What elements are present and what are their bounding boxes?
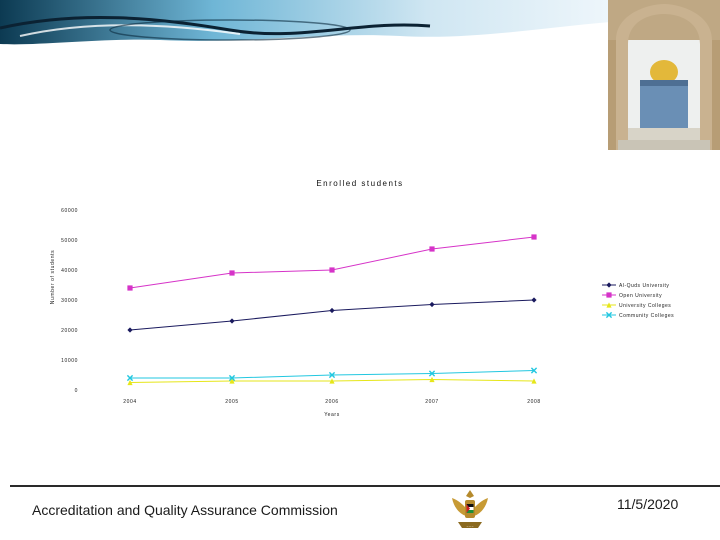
series-group [127, 297, 537, 333]
svg-text:~~~: ~~~ [466, 524, 474, 528]
series-line [129, 236, 535, 289]
chart-title: Enrolled students [316, 179, 403, 188]
y-tick-label: 60000 [61, 208, 78, 214]
data-point [229, 318, 235, 324]
data-point [329, 307, 335, 314]
legend-entry: University Colleges [619, 303, 671, 309]
data-point [530, 367, 538, 374]
data-point [228, 374, 236, 382]
eagle-emblem-icon: ~~~ [452, 490, 488, 528]
data-point [229, 378, 235, 384]
data-point [606, 292, 612, 298]
y-tick-label: 0 [75, 388, 78, 394]
y-axis-label: Number of students [50, 250, 56, 304]
data-point [127, 379, 133, 386]
data-point [126, 374, 134, 382]
data-point [606, 282, 612, 288]
chart-legend: Al-Quds University Open University Univers… [598, 277, 676, 323]
x-tick-label: 2004 [123, 399, 137, 405]
x-tick-label: 2006 [325, 399, 339, 405]
y-tick-label: 10000 [61, 358, 78, 364]
data-point [606, 302, 612, 308]
y-tick-label: 50000 [61, 238, 78, 244]
data-point [127, 285, 133, 291]
dome-photo [608, 0, 720, 150]
series-group [127, 234, 537, 291]
series-line [129, 299, 535, 331]
x-axis-label: Years [324, 412, 340, 418]
legend-entry: Open University [619, 293, 662, 299]
footer-divider [10, 485, 720, 487]
y-tick-label: 30000 [61, 298, 78, 304]
data-point [429, 246, 435, 252]
data-point [428, 370, 436, 377]
y-tick-label: 20000 [61, 328, 78, 334]
data-point [328, 371, 336, 379]
footer-date: 11/5/2020 [617, 496, 679, 512]
x-tick-label: 2008 [527, 399, 541, 405]
data-point [605, 311, 613, 319]
x-tick-label: 2005 [225, 399, 239, 405]
data-point [531, 234, 537, 240]
x-tick-label: 2007 [425, 399, 439, 405]
legend-entry: Al-Quds University [619, 283, 669, 289]
data-point [127, 327, 133, 333]
data-point [429, 376, 435, 383]
data-point [429, 301, 435, 308]
header-banner [0, 0, 610, 50]
data-point [329, 378, 335, 384]
series-group [127, 376, 537, 386]
footer-organization: Accreditation and Quality Assurance Comm… [32, 502, 338, 518]
data-point [229, 270, 235, 276]
data-point [531, 297, 537, 303]
data-point [531, 378, 537, 384]
y-tick-label: 40000 [61, 268, 78, 274]
data-point [329, 267, 335, 273]
series-group [126, 367, 538, 382]
legend-entry: Community Colleges [619, 313, 674, 319]
enrollment-chart: Enrolled students Number of students Yea… [50, 179, 676, 418]
